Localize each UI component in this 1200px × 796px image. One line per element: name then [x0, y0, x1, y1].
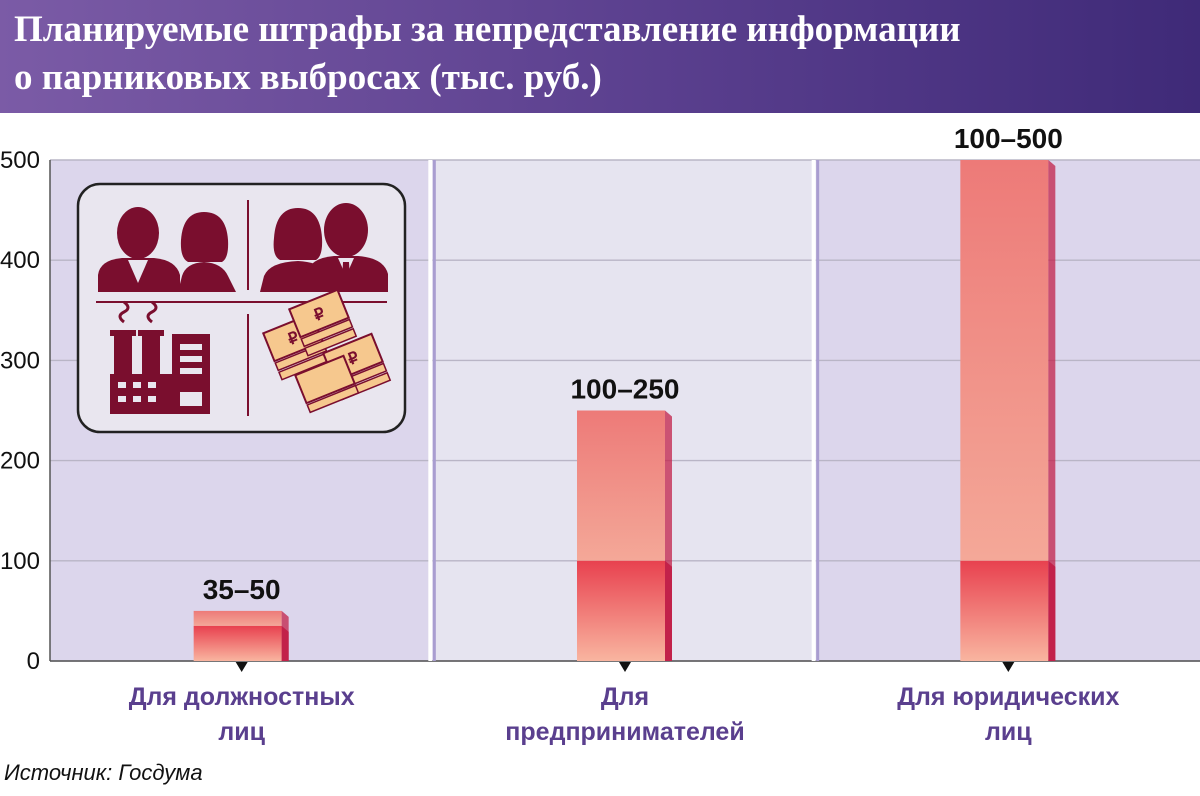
bar-min: [577, 560, 665, 661]
bar-side: [665, 560, 672, 661]
category-label: Для: [601, 683, 649, 711]
bar-min: [193, 625, 282, 661]
bar-side: [1048, 560, 1056, 661]
bar-side: [281, 625, 289, 661]
category-label: лиц: [218, 718, 265, 746]
chart-title-line-1: Планируемые штрафы за непредставление ин…: [14, 9, 961, 50]
data-label: 35–50: [203, 574, 281, 605]
category-label: Для юридических: [897, 683, 1119, 711]
y-tick-label: 0: [27, 648, 40, 675]
bar-chart: 0 100 200 300 400 500 35–50 Для должностных лиц 1…: [0, 123, 1200, 746]
source-note: Источник: Госдума: [4, 760, 203, 785]
category-label: предпринимателей: [505, 718, 744, 746]
y-tick-label: 100: [0, 548, 40, 575]
x-tick-marker: [235, 662, 248, 672]
bar-min: [960, 560, 1049, 661]
y-tick-label: 300: [0, 347, 40, 374]
bar-range: [577, 410, 665, 561]
bar-side: [1048, 160, 1056, 661]
chart-title-line-2: о парниковых выбросах (тыс. руб.): [14, 57, 602, 98]
y-tick-label: 400: [0, 247, 40, 274]
y-tick-label: 500: [0, 147, 40, 174]
officials-icon: [98, 207, 236, 292]
bar-range: [193, 610, 282, 626]
category-label: Для должностных: [129, 683, 355, 711]
money-stack-icon: ₽ ₽ ₽: [261, 288, 392, 414]
data-label: 100–250: [570, 374, 679, 405]
header-banner: Планируемые штрафы за непредставление ин…: [0, 0, 1200, 113]
x-tick-marker: [619, 662, 631, 672]
category-label: лиц: [985, 718, 1032, 746]
factory-icon: [110, 300, 210, 414]
bar-range: [960, 160, 1049, 561]
data-label: 100–500: [954, 123, 1063, 154]
businesspeople-icon: [260, 203, 388, 292]
y-tick-label: 200: [0, 448, 40, 475]
x-tick-marker: [1002, 662, 1015, 672]
icon-card: ₽ ₽ ₽: [76, 182, 407, 434]
